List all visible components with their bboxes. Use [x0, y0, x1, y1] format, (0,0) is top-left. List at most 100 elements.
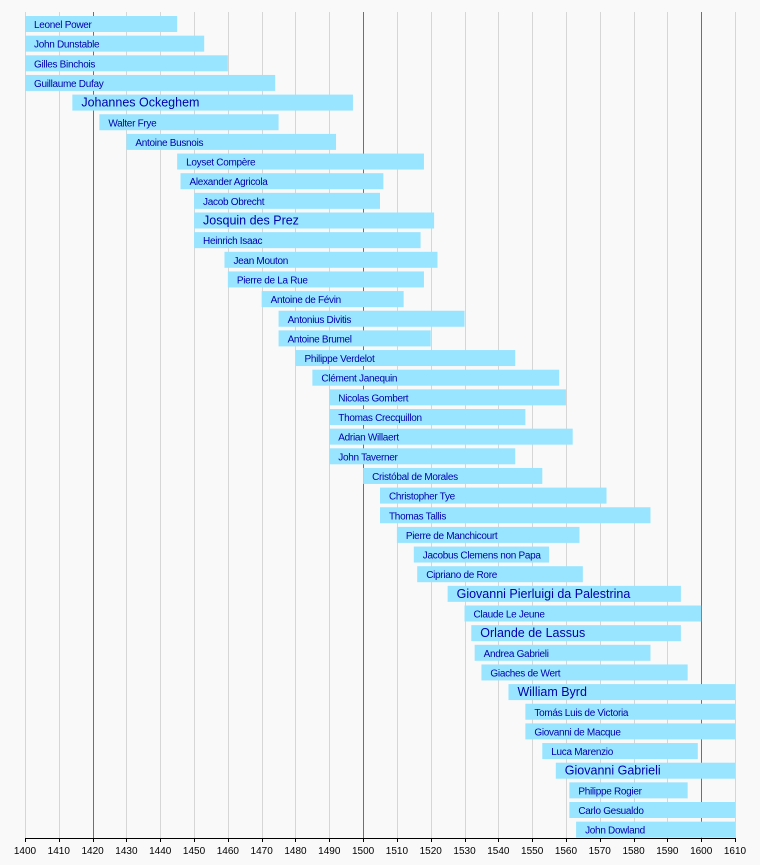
- bar-label: Heinrich Isaac: [203, 236, 262, 247]
- bar-rect: [25, 16, 178, 32]
- bar-label: Philippe Rogier: [578, 786, 642, 797]
- timeline-bar: Philippe Verdelot: [295, 350, 516, 367]
- bar-rect: [25, 74, 276, 91]
- x-tick-label: 1490: [318, 846, 341, 857]
- bar-rect: [481, 664, 688, 681]
- timeline-bar: John Dowland: [576, 821, 735, 838]
- timeline-bar: Johannes Ockeghem: [72, 94, 353, 111]
- bar-label: Thomas Tallis: [389, 511, 446, 522]
- x-tick-label: 1410: [48, 846, 71, 857]
- x-tick-label: 1590: [656, 846, 679, 857]
- bar-rect: [194, 192, 380, 209]
- bar-rect: [525, 723, 735, 740]
- x-tick-label: 1510: [386, 846, 409, 857]
- bar-rect: [508, 684, 735, 701]
- bar-rect: [474, 644, 651, 661]
- timeline-bar: Clément Janequin: [312, 369, 560, 386]
- x-tick-label: 1470: [251, 846, 274, 857]
- bar-label: Adrian Willaert: [338, 433, 399, 444]
- timeline-bar: Giaches de Wert: [481, 664, 688, 681]
- bar-label: Pierre de La Rue: [237, 275, 309, 286]
- bar-rect: [312, 369, 560, 386]
- timeline-bar: Cristóbal de Morales: [363, 467, 543, 484]
- bar-label: Alexander Agricola: [190, 177, 269, 188]
- bar-rect: [194, 212, 435, 229]
- bar-label: Antoine Busnois: [135, 138, 203, 149]
- timeline-bar: Thomas Crecquillon: [329, 409, 526, 425]
- x-tick-label: 1550: [521, 846, 544, 857]
- bar-rect: [224, 251, 438, 268]
- bar-label: Giaches de Wert: [490, 668, 560, 679]
- x-tick-label: 1600: [690, 846, 713, 857]
- x-tick-label: 1400: [14, 846, 37, 857]
- timeline-bar: Carlo Gesualdo: [569, 802, 735, 818]
- bar-rect: [180, 173, 384, 190]
- timeline-bar: Josquin des Prez: [194, 212, 435, 229]
- timeline-bar: Claude Le Jeune: [464, 605, 702, 622]
- x-tick-label: 1560: [555, 846, 578, 857]
- x-tick-label: 1430: [115, 846, 138, 857]
- bar-label: Walter Frye: [108, 118, 157, 129]
- bar-label: Pierre de Manchicourt: [406, 531, 498, 542]
- bar-label: John Taverner: [338, 452, 398, 463]
- timeline-bar: Leonel Power: [25, 16, 178, 32]
- x-tick-label: 1570: [589, 846, 612, 857]
- timeline-bar: Jacob Obrecht: [194, 192, 380, 209]
- bar-label: Giovanni de Macque: [534, 727, 621, 738]
- bar-rect: [177, 153, 424, 170]
- x-tick-label: 1540: [487, 846, 510, 857]
- bar-rect: [471, 625, 681, 642]
- bar-rect: [380, 507, 651, 524]
- timeline-bar: Giovanni Pierluigi da Palestrina: [447, 585, 681, 602]
- timeline-bar: Orlande de Lassus: [471, 625, 681, 642]
- bar-rect: [295, 350, 516, 367]
- bar-rect: [194, 232, 421, 249]
- bar-rect: [576, 821, 735, 838]
- bar-rect: [396, 526, 580, 543]
- bar-label: Clément Janequin: [321, 374, 397, 385]
- bar-label: Antonius Divitis: [288, 315, 352, 326]
- bar-label: Luca Marenzio: [551, 747, 613, 758]
- timeline-bar: Thomas Tallis: [380, 507, 651, 524]
- bar-label: Gilles Binchois: [34, 59, 95, 70]
- bar-label: Christopher Tye: [389, 492, 456, 503]
- timeline-bar: Adrian Willaert: [329, 428, 573, 445]
- timeline-bar: Antoine Busnois: [126, 133, 337, 150]
- bar-rect: [555, 762, 735, 779]
- timeline-bar: John Dunstable: [25, 35, 205, 52]
- timeline-bar: Antoine Brumel: [278, 330, 431, 347]
- x-tick-label: 1530: [453, 846, 476, 857]
- timeline-bar: Jacobus Clemens non Papa: [413, 546, 550, 563]
- x-tick-label: 1420: [81, 846, 104, 857]
- bar-rect: [380, 487, 607, 504]
- bar-rect: [99, 114, 279, 131]
- x-tick-label: 1480: [284, 846, 307, 857]
- bar-label: Johannes Ockeghem: [81, 96, 199, 110]
- timeline-bar: William Byrd: [508, 684, 735, 701]
- bar-rect: [569, 802, 735, 818]
- bar-label: Loyset Compère: [186, 158, 256, 169]
- timeline-bar: Antoine de Févin: [261, 291, 404, 308]
- timeline-bar: Guillaume Dufay: [25, 74, 276, 91]
- timeline-bar: Andrea Gabrieli: [474, 644, 651, 661]
- bar-label: Giovanni Gabrieli: [565, 764, 661, 778]
- bar-label: Antoine de Févin: [271, 295, 341, 306]
- bar-label: Jean Mouton: [233, 256, 288, 267]
- bar-label: John Dowland: [585, 826, 645, 837]
- timeline-bar: Walter Frye: [99, 114, 279, 131]
- bar-rect: [278, 330, 431, 347]
- timeline-bar: Tomás Luis de Victoria: [525, 703, 735, 720]
- bar-label: Cipriano de Rore: [426, 570, 498, 581]
- x-tick-label: 1500: [352, 846, 375, 857]
- bar-rect: [25, 55, 228, 72]
- bar-rect: [227, 271, 424, 288]
- bar-rect: [329, 409, 526, 425]
- bar-label: Josquin des Prez: [203, 214, 299, 228]
- bar-rect: [329, 448, 516, 465]
- bar-label: Thomas Crecquillon: [338, 413, 422, 424]
- bar-rect: [329, 428, 573, 445]
- timeline-bar: Pierre de La Rue: [227, 271, 424, 288]
- bar-label: Guillaume Dufay: [34, 79, 104, 90]
